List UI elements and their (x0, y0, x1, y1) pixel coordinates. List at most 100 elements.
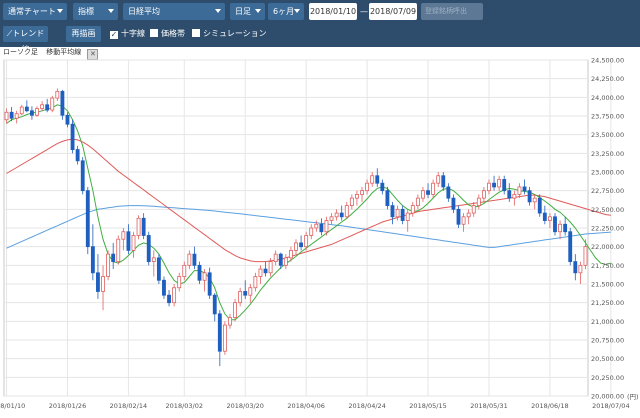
candle-body (192, 253, 197, 266)
candle (75, 145, 80, 165)
y-tick-label: 23,500.00 (591, 131, 624, 139)
candle (24, 100, 29, 113)
candle (390, 201, 395, 225)
candle (421, 186, 425, 202)
candle-body (151, 257, 156, 263)
candle (314, 220, 319, 232)
candle-body (55, 90, 60, 99)
candle-body (522, 186, 527, 192)
candle (456, 205, 461, 228)
chevron-down-icon (215, 9, 221, 13)
candle (527, 186, 532, 206)
candle-body (304, 235, 309, 248)
candle-body (75, 149, 80, 162)
redraw-button[interactable]: 再描画 (66, 26, 101, 42)
candle-body (116, 238, 121, 262)
candle (329, 213, 334, 225)
candle-body (90, 246, 95, 274)
candle (355, 190, 359, 206)
candle-body (573, 261, 578, 274)
price-band-checkbox[interactable]: 価格帯 (150, 27, 185, 41)
candle-body (583, 246, 588, 266)
x-tick-label: 2018/05/31 (470, 402, 507, 410)
date-to-input[interactable]: 2018/07/09 (369, 3, 417, 20)
y-tick-label: 21,250.00 (591, 299, 624, 307)
candle-body (273, 253, 278, 262)
candle (481, 186, 486, 202)
candle (461, 213, 466, 232)
candle-body (268, 261, 273, 274)
candle (360, 186, 364, 202)
trend-line-button[interactable]: ⟋トレンド線 (3, 26, 48, 54)
candle-body (487, 182, 491, 192)
candle (136, 215, 141, 240)
candle-body (512, 193, 517, 199)
candle (334, 209, 339, 221)
candle (45, 98, 50, 113)
candle (268, 257, 273, 277)
candle (288, 246, 293, 262)
candle-body (85, 190, 90, 248)
candle (172, 284, 177, 307)
candle-body (537, 197, 542, 214)
candle (431, 179, 436, 199)
interval-select[interactable]: 日足 (230, 3, 265, 20)
candle (304, 231, 309, 251)
x-tick-label: 2018/02/14 (110, 402, 147, 410)
candle (258, 265, 263, 284)
candle-body (202, 272, 207, 281)
y-tick-label: 22,250.00 (591, 225, 624, 233)
date-from-input[interactable]: 2018/01/10 (309, 3, 357, 20)
candle-body (314, 223, 319, 229)
indicator-select[interactable]: 指標 (73, 3, 118, 20)
y-axis: 24,500.00 24,250.00 24,000.00 23,750.00 23,5… (591, 57, 639, 402)
crosshair-checkbox[interactable]: ✓ 十字線 (110, 27, 145, 41)
candle-body (141, 217, 146, 236)
empty-checkbox-icon (150, 29, 158, 37)
pencil-icon: ⟋ (6, 29, 13, 38)
candle-body (365, 182, 370, 192)
candle (202, 269, 207, 292)
period-select[interactable]: 6ヶ月 (268, 3, 304, 20)
index-select[interactable]: 日経平均 (123, 3, 225, 20)
candle (380, 179, 385, 195)
candle (558, 220, 562, 240)
x-tick-label: 2018/04/06 (287, 402, 324, 410)
y-unit-label: (円) (627, 393, 639, 401)
candle (578, 261, 583, 284)
candle-body (299, 242, 304, 248)
candle (131, 231, 136, 258)
candle (446, 183, 451, 202)
candle (532, 194, 537, 210)
x-tick-label: 2018/06/18 (531, 402, 568, 410)
simulation-checkbox[interactable]: シミュレーション (192, 27, 267, 41)
candle (65, 112, 70, 128)
candle-body (182, 264, 187, 277)
candle (375, 168, 380, 187)
candle (4, 108, 9, 124)
candle (35, 106, 39, 117)
registered-stock-select[interactable]: 登録銘柄呼出 (421, 3, 483, 20)
date-separator: — (360, 7, 368, 16)
price-chart[interactable]: 24,500.00 24,250.00 24,000.00 23,750.00 23,5… (0, 56, 640, 418)
candle-body (4, 111, 9, 121)
candle-body (217, 313, 222, 352)
simulation-label: シミュレーション (203, 29, 267, 38)
candle-body (30, 110, 34, 116)
candle-body (426, 190, 430, 195)
candle-body (441, 175, 446, 188)
chart-type-select[interactable]: 通常チャート (3, 3, 67, 20)
candle-body (375, 175, 380, 184)
candle-body (283, 257, 288, 266)
candle (156, 254, 161, 284)
candle-body (172, 287, 177, 304)
candle-body (507, 190, 512, 199)
y-tick-label: 22,750.00 (591, 187, 624, 195)
candle-body (288, 249, 293, 259)
candle (512, 190, 517, 206)
y-tick-label: 21,750.00 (591, 262, 624, 270)
candle (349, 194, 354, 210)
x-tick-label: 2018/01/26 (49, 402, 86, 410)
candle-body (197, 264, 202, 281)
candle (30, 106, 34, 120)
